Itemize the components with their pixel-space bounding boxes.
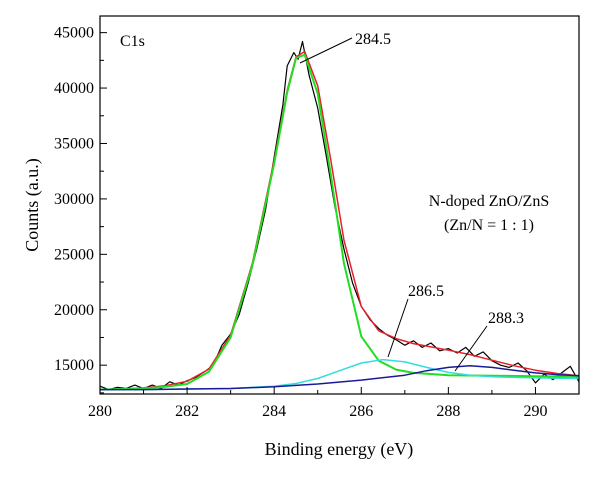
x-tick-label: 282	[175, 403, 199, 420]
y-tick-label: 25000	[54, 246, 94, 263]
peak2-label: 286.5	[408, 283, 444, 300]
sample-label-line2: (Zn/N = 1 : 1)	[444, 217, 534, 234]
x-tick-label: 284	[262, 403, 286, 420]
peak1-leader-line	[299, 37, 353, 64]
y-axis-label: Counts (a.u.)	[22, 158, 43, 252]
y-tick-label: 40000	[54, 80, 94, 97]
x-tick-label: 290	[523, 403, 547, 420]
x-tick-label: 286	[349, 403, 373, 420]
peak3-leader-line	[454, 325, 488, 372]
y-tick-label: 45000	[54, 25, 94, 42]
series-line-3	[100, 53, 579, 391]
peak3-label: 288.3	[488, 310, 524, 327]
x-tick-label: 280	[88, 403, 112, 420]
y-tick-label: 30000	[54, 191, 94, 208]
y-tick-label: 35000	[54, 135, 94, 152]
y-tick-label: 20000	[54, 302, 94, 319]
plot-frame	[99, 15, 580, 395]
series-line-5	[100, 364, 579, 391]
peak1-label: 284.5	[355, 31, 391, 48]
series-line-2	[100, 50, 579, 391]
panel-label: C1s	[120, 33, 145, 50]
x-tick-label: 288	[436, 403, 460, 420]
x-axis-label: Binding energy (eV)	[265, 439, 414, 460]
y-tick-label: 15000	[54, 357, 94, 374]
peak2-leader-line	[387, 298, 409, 358]
sample-label-line1: N-doped ZnO/ZnS	[429, 193, 549, 210]
